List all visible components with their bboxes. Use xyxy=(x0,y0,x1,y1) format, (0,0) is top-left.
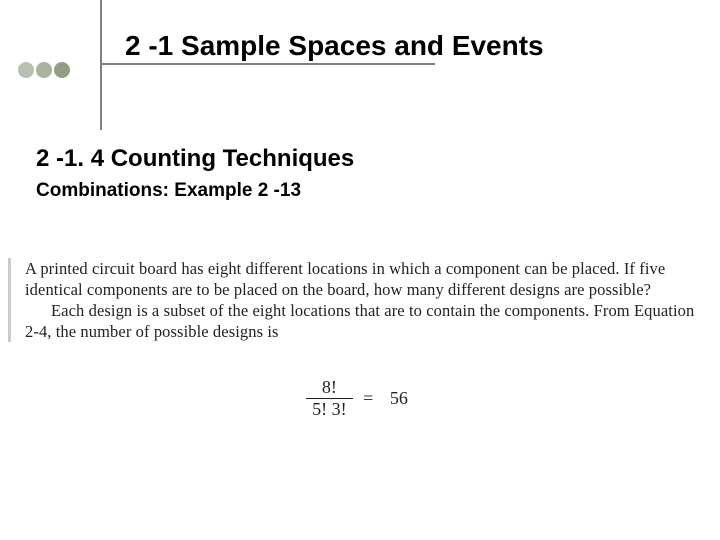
formula-result: 56 xyxy=(384,388,414,409)
formula: 8! 5! 3! = 56 xyxy=(0,378,720,419)
body-paragraph: A printed circuit board has eight differ… xyxy=(25,258,712,300)
equals-sign: = xyxy=(357,388,379,409)
fraction: 8! 5! 3! xyxy=(306,378,353,419)
subheading: Combinations: Example 2 -13 xyxy=(36,180,301,202)
slide: 2 -1 Sample Spaces and Events 2 -1. 4 Co… xyxy=(0,0,720,540)
section-heading: 2 -1. 4 Counting Techniques xyxy=(36,145,354,173)
slide-title: 2 -1 Sample Spaces and Events xyxy=(125,30,544,62)
fraction-numerator: 8! xyxy=(306,378,353,399)
body-paragraph: Each design is a subset of the eight loc… xyxy=(25,300,712,321)
fraction-denominator: 5! 3! xyxy=(306,399,353,419)
body-paragraph: 2-4, the number of possible designs is xyxy=(25,321,712,342)
body-block: A printed circuit board has eight differ… xyxy=(8,258,712,342)
bullet-dots xyxy=(18,62,70,78)
dot-icon xyxy=(54,62,70,78)
dot-icon xyxy=(36,62,52,78)
dot-icon xyxy=(18,62,34,78)
